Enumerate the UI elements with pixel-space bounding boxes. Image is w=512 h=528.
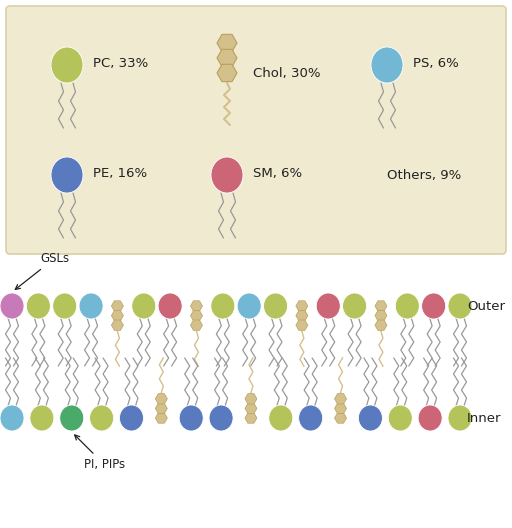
- Ellipse shape: [448, 405, 472, 431]
- Ellipse shape: [388, 405, 412, 431]
- Ellipse shape: [132, 293, 156, 319]
- Text: SM, 6%: SM, 6%: [253, 166, 302, 180]
- Ellipse shape: [358, 405, 382, 431]
- Ellipse shape: [422, 293, 445, 319]
- Ellipse shape: [158, 293, 182, 319]
- Text: Chol, 30%: Chol, 30%: [253, 67, 321, 80]
- Ellipse shape: [51, 157, 83, 193]
- Text: PI, PIPs: PI, PIPs: [75, 435, 125, 471]
- Ellipse shape: [211, 293, 235, 319]
- Ellipse shape: [269, 405, 293, 431]
- Text: Inner: Inner: [467, 411, 501, 425]
- Text: PC, 33%: PC, 33%: [93, 56, 148, 70]
- Ellipse shape: [0, 293, 24, 319]
- Text: GSLs: GSLs: [15, 252, 69, 289]
- Ellipse shape: [60, 405, 84, 431]
- Ellipse shape: [264, 293, 288, 319]
- Ellipse shape: [448, 293, 472, 319]
- Ellipse shape: [316, 293, 340, 319]
- Ellipse shape: [237, 293, 261, 319]
- Ellipse shape: [90, 405, 114, 431]
- Ellipse shape: [211, 157, 243, 193]
- Ellipse shape: [53, 293, 77, 319]
- FancyBboxPatch shape: [6, 6, 506, 254]
- Ellipse shape: [395, 293, 419, 319]
- Ellipse shape: [298, 405, 323, 431]
- Ellipse shape: [179, 405, 203, 431]
- Text: Others, 9%: Others, 9%: [387, 168, 461, 182]
- Ellipse shape: [30, 405, 54, 431]
- Ellipse shape: [51, 47, 83, 83]
- Ellipse shape: [0, 405, 24, 431]
- Ellipse shape: [79, 293, 103, 319]
- Ellipse shape: [371, 47, 403, 83]
- Ellipse shape: [418, 405, 442, 431]
- Text: PE, 16%: PE, 16%: [93, 166, 147, 180]
- Text: Outer: Outer: [467, 299, 505, 313]
- Ellipse shape: [209, 405, 233, 431]
- Ellipse shape: [343, 293, 367, 319]
- Text: PS, 6%: PS, 6%: [413, 56, 459, 70]
- Ellipse shape: [119, 405, 143, 431]
- Ellipse shape: [26, 293, 50, 319]
